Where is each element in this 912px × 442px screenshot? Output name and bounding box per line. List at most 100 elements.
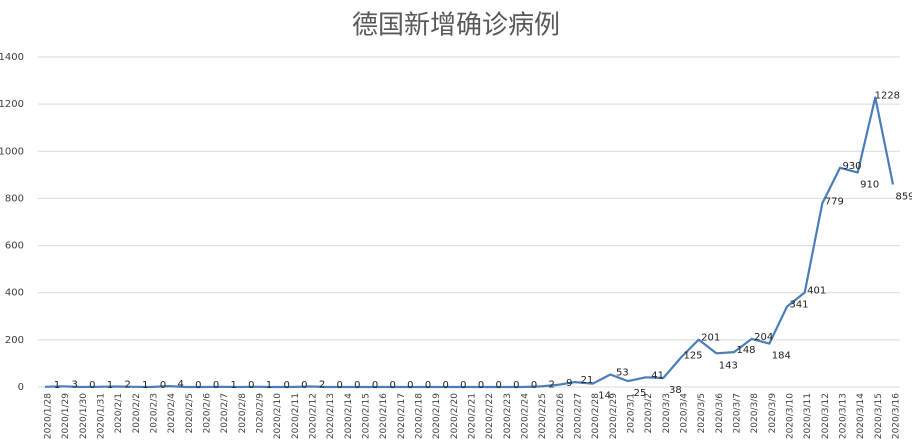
y-tick-label: 200: [5, 335, 24, 346]
x-tick-label: 2020/3/10: [786, 393, 796, 439]
x-tick-label: 2020/2/23: [503, 393, 513, 439]
data-label: 401: [807, 285, 826, 296]
data-label: 0: [372, 380, 378, 391]
x-tick-label: 2020/3/4: [680, 393, 690, 434]
x-tick-label: 2020/1/31: [97, 393, 107, 439]
x-tick-label: 2020/2/11: [291, 393, 301, 439]
data-label: 0: [531, 380, 537, 391]
data-label: 0: [213, 380, 219, 391]
data-label: 859: [895, 192, 912, 203]
data-label: 1: [107, 380, 113, 391]
x-tick-label: 2020/1/29: [61, 393, 71, 439]
data-label: 0: [460, 380, 466, 391]
data-label: 0: [513, 380, 519, 391]
x-tick-label: 2020/3/2: [644, 393, 654, 433]
x-tick-label: 2020/2/16: [379, 393, 389, 439]
data-label: 41: [651, 370, 664, 381]
data-label: 143: [719, 360, 738, 371]
data-label: 930: [842, 161, 861, 172]
y-tick-label: 800: [5, 193, 24, 204]
data-label: 1: [266, 380, 272, 391]
data-label: 1: [54, 380, 60, 391]
data-label: 53: [616, 368, 629, 379]
data-label: 2: [124, 380, 130, 391]
data-label: 125: [683, 351, 702, 362]
x-tick-label: 2020/2/5: [185, 393, 195, 433]
x-tick-label: 2020/3/9: [768, 393, 778, 434]
data-label: 0: [478, 380, 484, 391]
x-tick-label: 2020/2/29: [609, 393, 619, 439]
data-label: 0: [248, 380, 254, 391]
data-label: 204: [754, 332, 773, 343]
x-tick-label: 2020/2/8: [238, 393, 248, 434]
x-tick-label: 2020/2/19: [432, 393, 442, 439]
x-tick-label: 2020/3/15: [874, 393, 884, 439]
data-label: 0: [336, 380, 342, 391]
data-label: 2: [319, 380, 325, 391]
data-label: 148: [736, 345, 755, 356]
data-label: 1228: [875, 91, 900, 102]
data-label: 0: [301, 380, 307, 391]
x-tick-label: 2020/2/13: [326, 393, 336, 439]
data-label: 0: [407, 380, 413, 391]
chart-title: 德国新增确诊病例: [352, 11, 560, 41]
data-label: 25: [634, 388, 647, 399]
x-tick-label: 2020/2/18: [415, 393, 425, 439]
data-label: 21: [581, 375, 594, 386]
data-label: 779: [825, 196, 844, 207]
y-tick-label: 600: [5, 241, 24, 252]
data-label: 38: [669, 385, 682, 396]
y-tick-label: 1000: [0, 146, 24, 157]
x-tick-label: 2020/3/11: [803, 393, 813, 439]
data-label: 0: [442, 380, 448, 391]
x-tick-label: 2020/2/27: [574, 393, 584, 439]
x-tick-label: 2020/1/30: [79, 393, 89, 439]
x-tick-label: 2020/3/1: [627, 393, 637, 433]
x-tick-label: 2020/3/7: [733, 393, 743, 433]
x-tick-label: 2020/2/22: [485, 393, 495, 439]
x-tick-label: 2020/2/25: [538, 393, 548, 439]
x-tick-label: 2020/2/7: [220, 393, 230, 433]
x-tick-label: 2020/2/21: [468, 393, 478, 439]
y-tick-label: 400: [5, 288, 24, 299]
x-tick-label: 2020/2/4: [167, 393, 177, 434]
x-tick-label: 2020/3/13: [839, 393, 849, 439]
line: [44, 96, 895, 389]
x-tick-label: 2020/3/8: [750, 393, 760, 434]
data-label: 0: [354, 380, 360, 391]
data-label: 4: [177, 379, 183, 390]
data-label: 0: [89, 380, 95, 391]
x-tick-label: 2020/2/24: [521, 393, 531, 439]
x-tick-label: 2020/2/28: [591, 393, 601, 439]
x-tick-label: 2020/2/14: [344, 393, 354, 439]
data-label: 1: [230, 380, 236, 391]
data-label: 1: [142, 380, 148, 391]
data-label: 0: [389, 380, 395, 391]
data-label: 201: [701, 333, 720, 344]
x-tick-label: 2020/3/6: [715, 393, 725, 434]
x-tick-label: 2020/1/28: [44, 393, 54, 439]
x-tick-label: 2020/2/15: [362, 393, 372, 439]
data-label: 0: [160, 380, 166, 391]
x-tick-label: 2020/2/3: [150, 393, 160, 433]
x-tick-label: 2020/2/26: [556, 393, 566, 439]
data-label: 184: [772, 351, 791, 362]
x-tick-label: 2020/3/5: [697, 393, 707, 433]
x-tick-label: 2020/2/17: [397, 393, 407, 439]
data-label: 9: [566, 378, 572, 389]
x-tick-label: 2020/2/9: [256, 393, 266, 434]
y-tick-label: 1200: [0, 99, 24, 110]
x-tick-label: 2020/3/14: [856, 393, 866, 439]
y-tick-label: 1400: [0, 52, 24, 63]
x-tick-label: 2020/2/20: [450, 393, 460, 439]
x-tick-label: 2020/2/6: [203, 393, 213, 434]
x-tick-label: 2020/2/12: [309, 393, 319, 439]
x-tick-label: 2020/2/10: [273, 393, 283, 439]
x-tick-label: 2020/2/1: [114, 393, 124, 433]
data-label: 14: [598, 391, 611, 402]
x-tick-label: 2020/2/2: [132, 393, 142, 433]
y-tick-label: 0: [18, 382, 24, 393]
data-label: 0: [283, 380, 289, 391]
data-label: 910: [860, 180, 879, 191]
